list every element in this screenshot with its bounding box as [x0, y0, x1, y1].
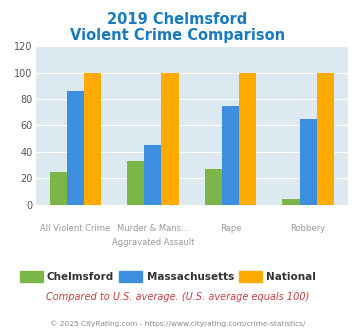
Bar [144, 145, 162, 205]
Bar [222, 106, 239, 205]
Text: Robbery: Robbery [290, 224, 326, 233]
Text: Compared to U.S. average. (U.S. average equals 100): Compared to U.S. average. (U.S. average … [46, 292, 309, 302]
Bar [300, 119, 317, 205]
Text: Violent Crime Comparison: Violent Crime Comparison [70, 28, 285, 43]
Legend: Chelmsford, Massachusetts, National: Chelmsford, Massachusetts, National [16, 267, 320, 286]
Bar [239, 73, 256, 205]
Bar [205, 169, 222, 205]
Bar [67, 91, 84, 205]
Text: 2019 Chelmsford: 2019 Chelmsford [107, 12, 248, 26]
Text: Rape: Rape [220, 224, 241, 233]
Text: All Violent Crime: All Violent Crime [40, 224, 110, 233]
Text: Murder & Mans...: Murder & Mans... [117, 224, 189, 233]
Bar [127, 161, 144, 205]
Bar [162, 73, 179, 205]
Bar [317, 73, 334, 205]
Text: Aggravated Assault: Aggravated Assault [112, 238, 194, 247]
Bar [50, 172, 67, 205]
Bar [283, 199, 300, 205]
Bar [84, 73, 101, 205]
Text: © 2025 CityRating.com - https://www.cityrating.com/crime-statistics/: © 2025 CityRating.com - https://www.city… [50, 320, 305, 327]
